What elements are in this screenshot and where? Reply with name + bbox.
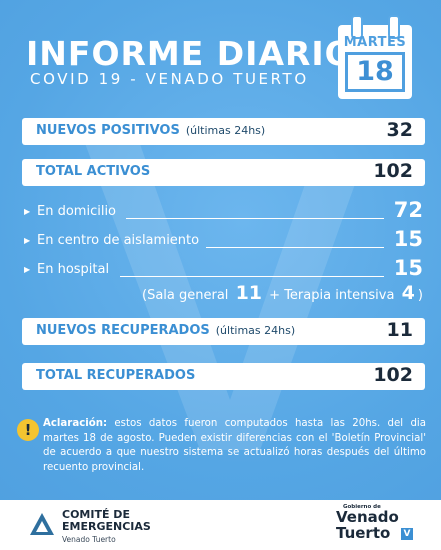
row-aislamiento: ▶ En centro de aislamiento 15 bbox=[22, 227, 425, 254]
comite-city: Venado Tuerto bbox=[62, 535, 116, 544]
calendar-day: 18 bbox=[356, 56, 394, 87]
hospital-label: En hospital bbox=[37, 262, 110, 277]
nuevos-recuperados-note: (últimas 24hs) bbox=[215, 324, 296, 337]
dotted-leader bbox=[126, 218, 384, 219]
gobierno-logo: Venado Tuerto bbox=[336, 508, 399, 542]
sala-general-value: 11 bbox=[235, 282, 263, 304]
comite-logo-icon bbox=[30, 513, 54, 535]
nuevos-recuperados-label: NUEVOS RECUPERADOS bbox=[36, 323, 210, 338]
card-nuevos-recuperados: NUEVOS RECUPERADOS (últimas 24hs) 11 bbox=[22, 318, 425, 345]
calendar-icon: MARTES 18 bbox=[338, 15, 412, 99]
gobierno-badge-icon: V bbox=[401, 528, 413, 540]
report-subtitle: COVID 19 - VENADO TUERTO bbox=[30, 70, 309, 88]
aislamiento-value: 15 bbox=[393, 227, 423, 251]
sala-general-label: Sala general bbox=[147, 288, 229, 303]
total-activos-label: TOTAL ACTIVOS bbox=[36, 164, 151, 179]
dotted-leader bbox=[120, 276, 384, 277]
nuevos-positivos-label: NUEVOS POSITIVOS bbox=[36, 123, 180, 138]
row-hospital: ▶ En hospital 15 bbox=[22, 256, 425, 283]
dotted-leader bbox=[206, 247, 384, 248]
domicilio-value: 72 bbox=[393, 198, 423, 222]
report-title: INFORME DIARIO bbox=[26, 34, 354, 73]
total-activos-value: 102 bbox=[373, 160, 413, 182]
hospital-detail: (Sala general 11 + Terapia intensiva 4) bbox=[142, 282, 423, 304]
nuevos-positivos-value: 32 bbox=[386, 119, 413, 141]
nuevos-positivos-note: (últimas 24hs) bbox=[185, 124, 266, 137]
nuevos-recuperados-value: 11 bbox=[386, 319, 413, 341]
bullet-arrow-icon: ▶ bbox=[24, 236, 31, 245]
bullet-arrow-icon: ▶ bbox=[24, 265, 31, 274]
card-total-activos: TOTAL ACTIVOS 102 bbox=[22, 159, 425, 186]
total-recuperados-value: 102 bbox=[373, 364, 413, 386]
aclaracion-note: Aclaración: estos datos fueron computado… bbox=[43, 417, 426, 475]
terapia-intensiva-value: 4 bbox=[401, 282, 415, 304]
aclaracion-heading: Aclaración: bbox=[43, 418, 108, 429]
gobierno-caption: Gobierno de bbox=[343, 504, 381, 510]
card-nuevos-positivos: NUEVOS POSITIVOS (últimas 24hs) 32 bbox=[22, 118, 425, 145]
card-total-recuperados: TOTAL RECUPERADOS 102 bbox=[22, 363, 425, 390]
terapia-intensiva-label: Terapia intensiva bbox=[284, 288, 395, 303]
hospital-value: 15 bbox=[393, 256, 423, 280]
aislamiento-label: En centro de aislamiento bbox=[37, 233, 200, 248]
footer: COMITÉ DE EMERGENCIAS Venado Tuerto bbox=[0, 500, 441, 550]
v-watermark-icon bbox=[80, 130, 360, 450]
row-domicilio: ▶ En domicilio 72 bbox=[22, 198, 425, 225]
total-recuperados-label: TOTAL RECUPERADOS bbox=[36, 368, 196, 383]
warning-icon: ! bbox=[17, 419, 39, 441]
calendar-weekday: MARTES bbox=[343, 35, 407, 50]
aclaracion-text: estos datos fueron computados hasta las … bbox=[43, 418, 426, 473]
domicilio-label: En domicilio bbox=[37, 204, 117, 219]
bullet-arrow-icon: ▶ bbox=[24, 207, 31, 216]
comite-name: COMITÉ DE EMERGENCIAS bbox=[62, 508, 151, 533]
